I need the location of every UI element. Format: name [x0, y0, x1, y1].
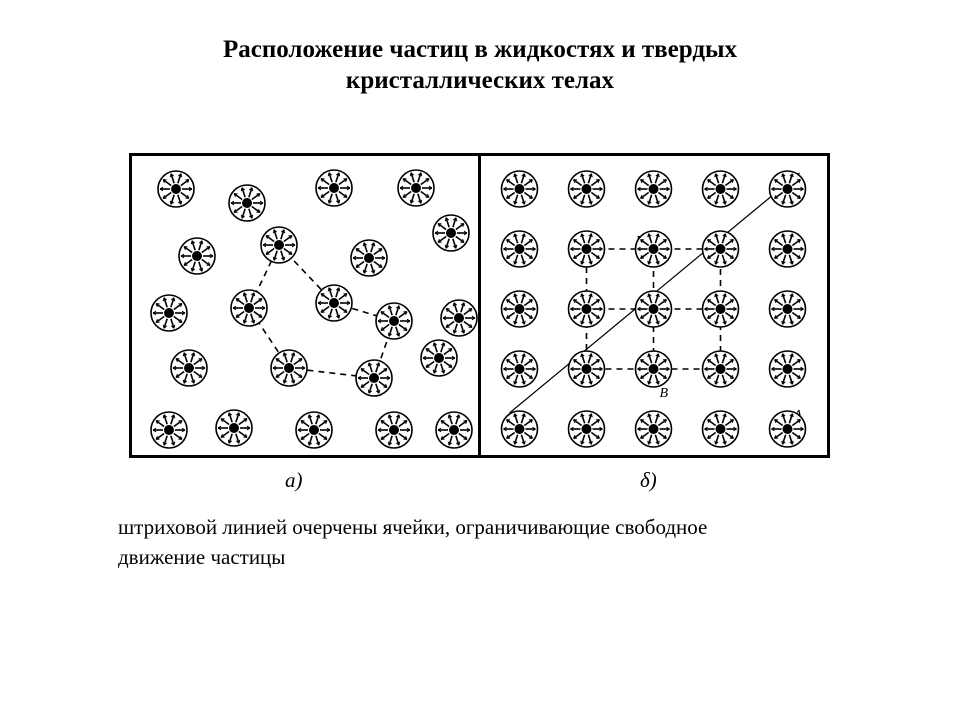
particle	[703, 231, 739, 267]
particle	[502, 171, 538, 207]
particle	[151, 412, 187, 448]
particle	[636, 171, 672, 207]
caption: штриховой линией очерчены ячейки, ограни…	[118, 512, 707, 573]
svg-text:B: B	[660, 386, 669, 401]
title-line1: Расположение частиц в жидкостях и тверды…	[0, 34, 960, 65]
particle	[703, 291, 739, 327]
particle	[502, 291, 538, 327]
panel-label-b: δ)	[640, 468, 657, 493]
particle	[703, 411, 739, 447]
particle	[636, 411, 672, 447]
particle	[261, 227, 297, 263]
particle	[316, 170, 352, 206]
particle	[433, 215, 469, 251]
particle	[436, 412, 472, 448]
particle	[502, 231, 538, 267]
page-title: Расположение частиц в жидкостях и тверды…	[0, 34, 960, 97]
particle	[171, 350, 207, 386]
particle	[569, 171, 605, 207]
particle	[271, 350, 307, 386]
figure: AABB	[129, 153, 830, 458]
particle	[636, 351, 672, 387]
particle	[216, 410, 252, 446]
panel-label-a: а)	[285, 468, 303, 493]
particle	[569, 231, 605, 267]
particle	[636, 231, 672, 267]
particle	[703, 351, 739, 387]
caption-line1: штриховой линией очерчены ячейки, ограни…	[118, 512, 707, 542]
particle	[441, 300, 477, 336]
particle	[351, 240, 387, 276]
particle	[770, 351, 806, 387]
particle	[703, 171, 739, 207]
particle	[229, 185, 265, 221]
particle	[421, 340, 457, 376]
caption-line2: движение частицы	[118, 542, 707, 572]
particle	[151, 295, 187, 331]
particle	[569, 411, 605, 447]
particle	[356, 360, 392, 396]
particle	[770, 411, 806, 447]
particle	[770, 171, 806, 207]
particle	[316, 285, 352, 321]
particle	[376, 303, 412, 339]
title-line2: кристаллических телах	[0, 65, 960, 96]
particle	[569, 291, 605, 327]
particle	[770, 231, 806, 267]
particle	[502, 351, 538, 387]
particle	[376, 412, 412, 448]
particle	[179, 238, 215, 274]
particle	[569, 351, 605, 387]
particle	[502, 411, 538, 447]
particle	[636, 291, 672, 327]
particle	[158, 171, 194, 207]
particle	[770, 291, 806, 327]
particle	[398, 170, 434, 206]
particle	[296, 412, 332, 448]
particle	[231, 290, 267, 326]
